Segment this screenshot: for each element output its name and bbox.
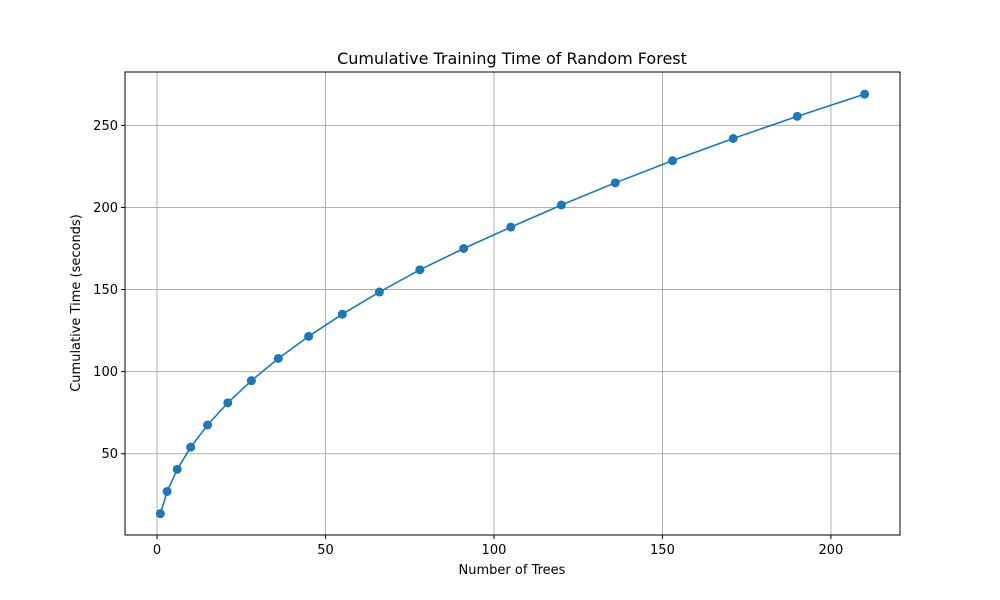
data-point — [273, 354, 283, 364]
data-point — [172, 464, 182, 474]
data-point — [223, 398, 233, 408]
chart-title: Cumulative Training Time of Random Fores… — [337, 49, 687, 68]
x-tick-label: 50 — [317, 543, 334, 558]
data-point — [374, 287, 384, 297]
data-point — [668, 156, 678, 166]
data-point — [162, 486, 172, 496]
data-point — [792, 111, 802, 121]
y-axis-ticks: 50 100 150 200 250 — [93, 119, 125, 462]
x-axis-ticks: 0 50 100 150 200 — [153, 535, 843, 558]
x-tick-label: 0 — [153, 543, 161, 558]
y-tick-label: 150 — [93, 283, 118, 298]
data-point — [203, 420, 213, 430]
series-line — [159, 93, 865, 514]
y-tick-label: 250 — [93, 119, 118, 134]
plot-area-frame — [124, 71, 901, 536]
data-point — [155, 509, 165, 519]
data-series — [155, 89, 870, 519]
y-tick-label: 200 — [93, 201, 118, 216]
y-tick-label: 100 — [93, 365, 118, 380]
data-point — [556, 200, 566, 210]
data-point — [337, 309, 347, 319]
x-tick-label: 150 — [650, 543, 675, 558]
y-axis-label: Cumulative Time (seconds) — [69, 214, 84, 392]
x-tick-label: 200 — [819, 543, 844, 558]
x-axis-label: Number of Trees — [459, 563, 566, 578]
data-point — [728, 133, 738, 143]
data-point — [860, 89, 870, 99]
data-point — [304, 331, 314, 341]
x-tick-label: 100 — [482, 543, 507, 558]
data-point — [415, 265, 425, 275]
data-point — [610, 178, 620, 188]
data-point — [186, 442, 196, 452]
y-tick-label: 50 — [101, 447, 118, 462]
data-point — [459, 243, 469, 253]
data-point — [246, 376, 256, 386]
data-point — [506, 222, 516, 232]
